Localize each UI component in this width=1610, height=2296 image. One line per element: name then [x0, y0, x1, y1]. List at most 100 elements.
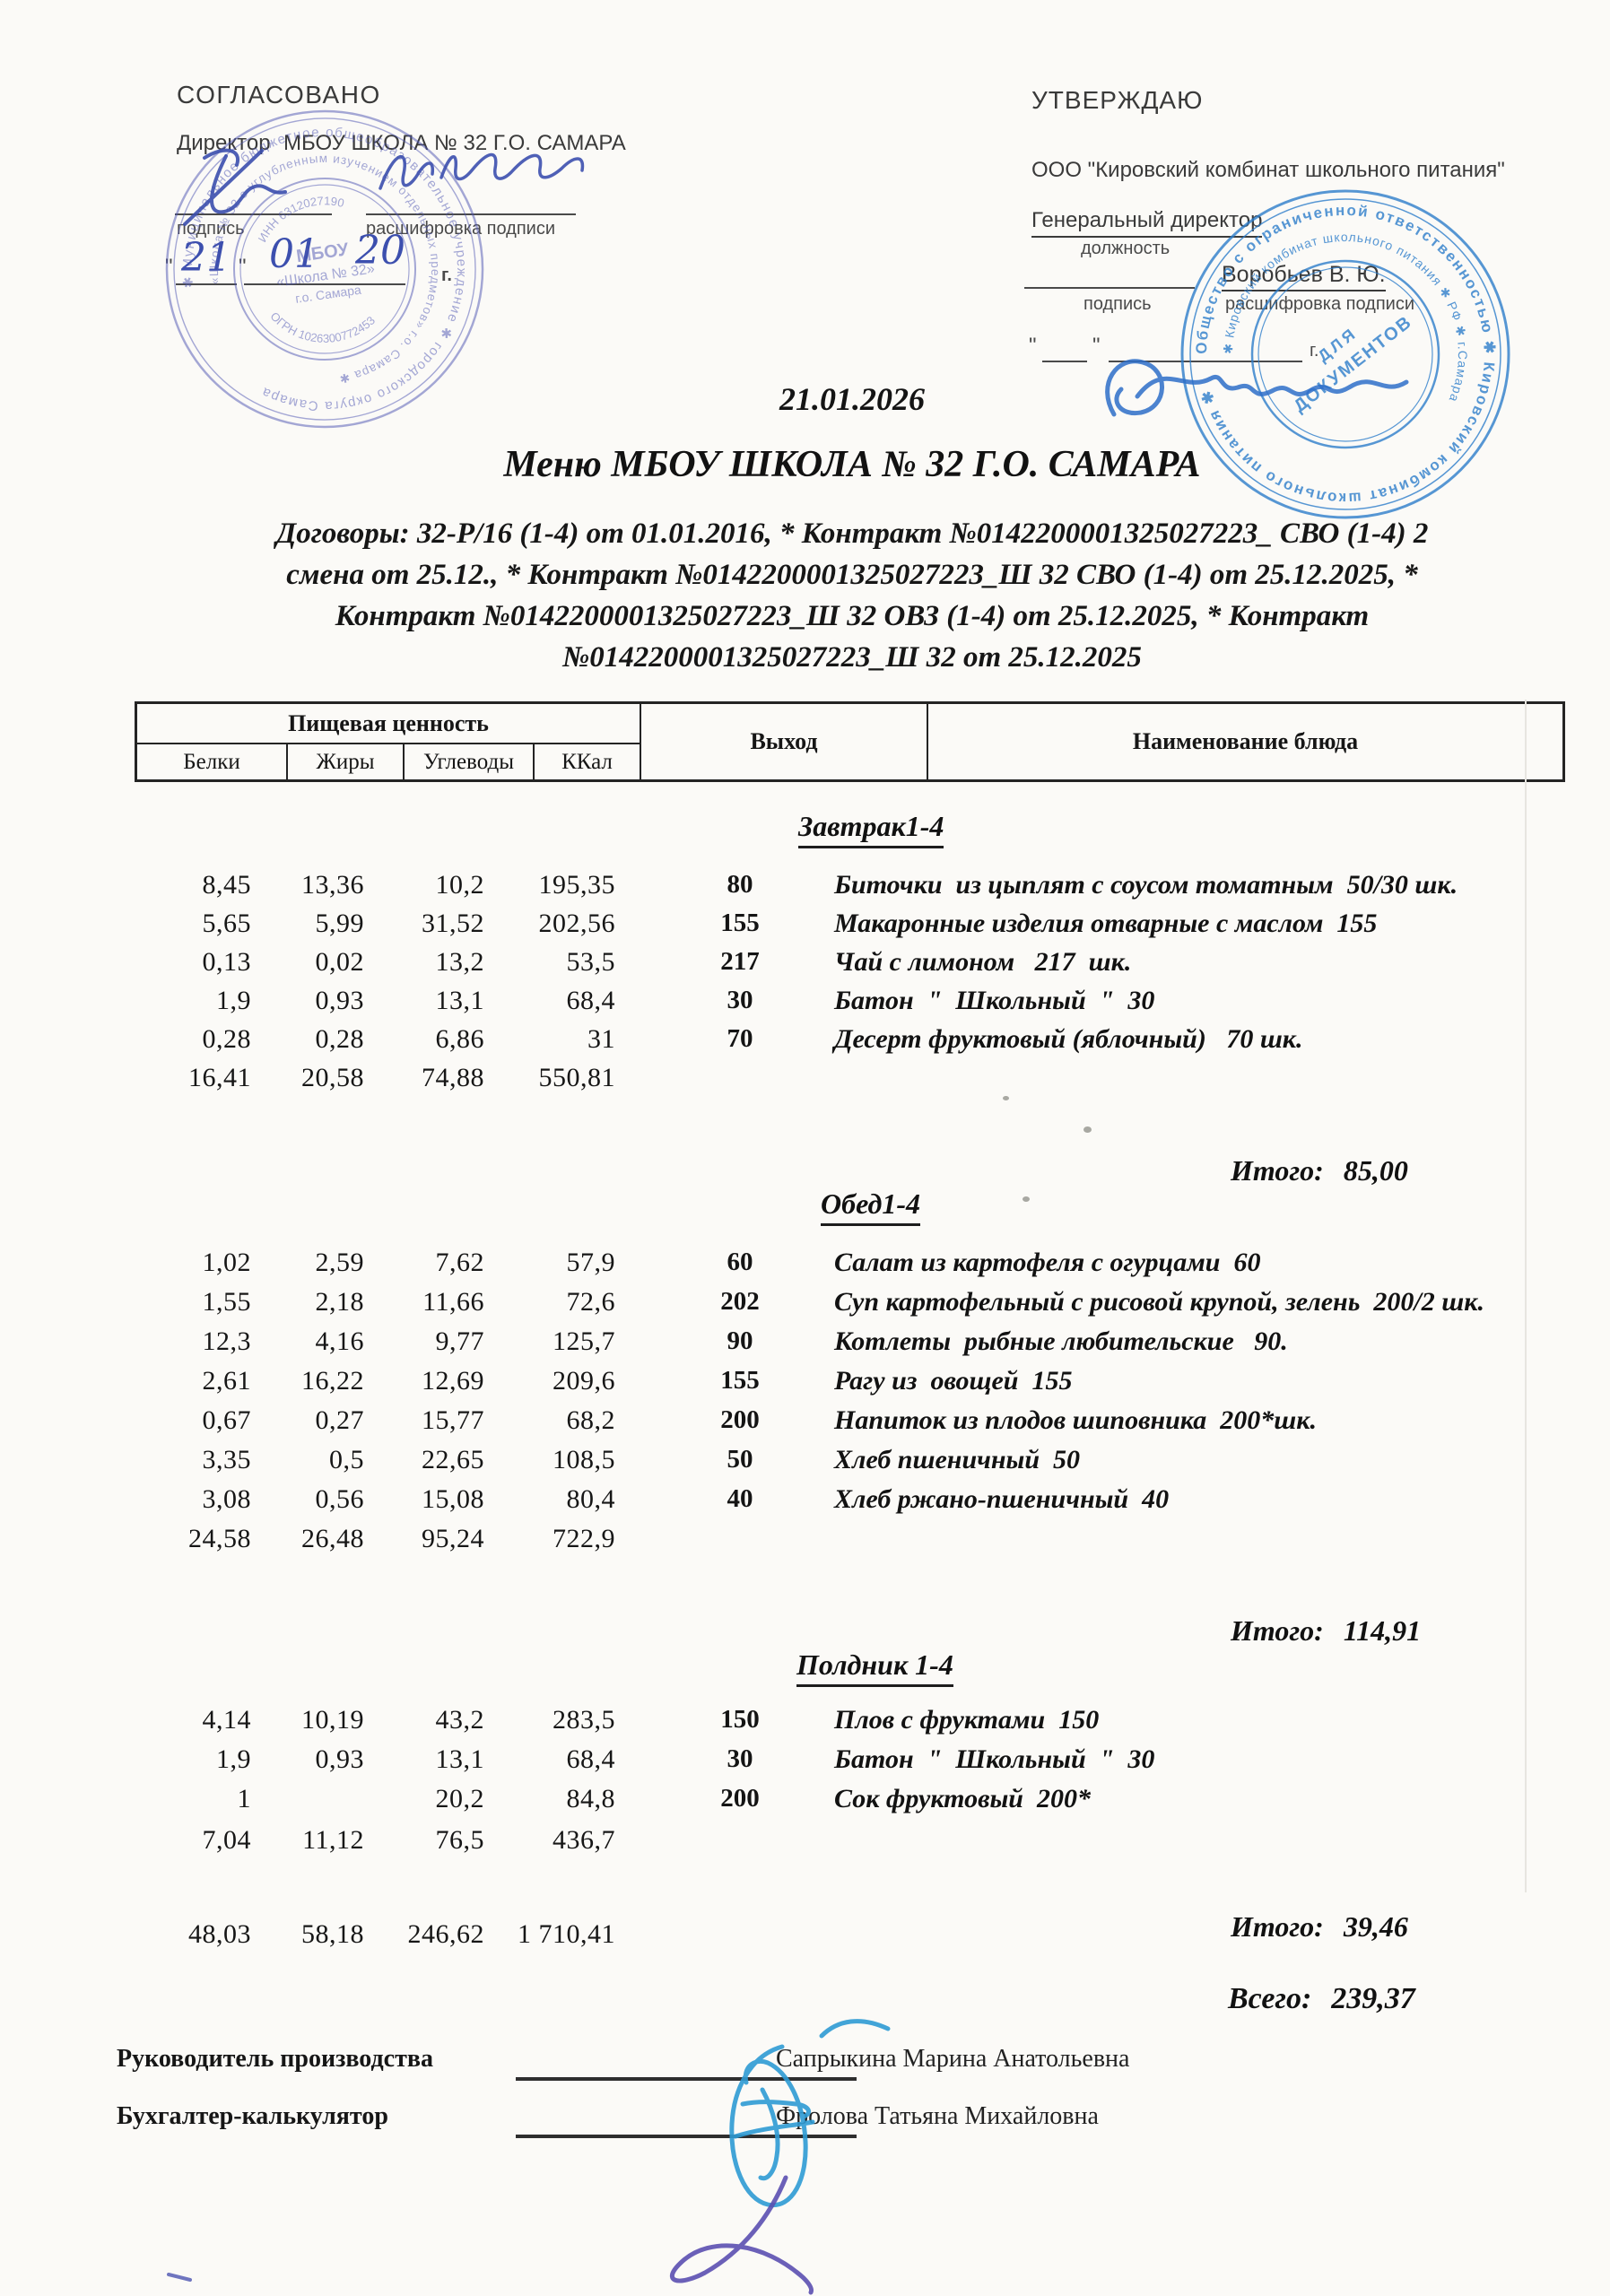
- dish-column-header: Наименование блюда: [928, 704, 1562, 779]
- director-organization: МБОУ ШКОЛА № 32 Г.О. САМАРА: [283, 131, 626, 155]
- decode-caption: расшифровка подписи: [1225, 294, 1415, 314]
- menu-row: 3,08 0,56 15,08 80,4 40 Хлеб ржано-пшеничный …: [0, 1484, 1610, 1522]
- sign-caption: подпись: [1083, 294, 1152, 314]
- fat-value: 5,99: [315, 909, 364, 938]
- total-value: 85,00: [1343, 1154, 1408, 1187]
- protein-subtotal: 24,58: [188, 1524, 251, 1553]
- menu-row: 1,02 2,59 7,62 57,9 60 Салат из картофеля с о…: [0, 1248, 1610, 1285]
- carbs-value: 20,2: [435, 1784, 484, 1813]
- kcal-value: 57,9: [566, 1248, 615, 1277]
- protein-subtotal: 16,41: [188, 1063, 251, 1092]
- kcal-value: 53,5: [566, 947, 615, 977]
- dish-name: Батон " Школьный " 30: [834, 986, 1155, 1015]
- nutrition-header-label: Пищевая ценность: [288, 709, 489, 736]
- contract-line: Договоры: 32-Р/16 (1-4) от 01.01.2016, *…: [275, 517, 1429, 550]
- fat-value: 0,02: [315, 947, 364, 977]
- signature-line: [175, 213, 332, 215]
- contracts-paragraph: Договоры: 32-Р/16 (1-4) от 01.01.2016, *…: [99, 513, 1606, 678]
- menu-row: 1,55 2,18 11,66 72,6 202 Суп картофельный с р…: [0, 1287, 1610, 1325]
- fat-value: 13,36: [301, 870, 364, 900]
- scan-speck: [1023, 1196, 1030, 1202]
- yield-value: 150: [720, 1705, 760, 1734]
- accountant-role: Бухгалтер-калькулятор: [117, 2102, 388, 2130]
- fat-value: 0,56: [315, 1484, 364, 1514]
- accountant-name: Фролова Татьяна Михайловна: [776, 2102, 1099, 2130]
- menu-row: 8,45 13,36 10,2 195,35 80 Биточки из цыплят с…: [0, 870, 1610, 908]
- fat-grand-total: 58,18: [301, 1919, 364, 1949]
- carbs-value: 15,08: [422, 1484, 484, 1514]
- carbs-value: 9,77: [435, 1326, 484, 1356]
- menu-row: 1,9 0,93 13,1 68,4 30 Батон " Школьный " 30: [0, 986, 1610, 1023]
- signature-line: [516, 2077, 857, 2081]
- kcal-value: 80,4: [566, 1484, 615, 1514]
- yield-value: 202: [720, 1287, 760, 1316]
- yield-value: 70: [727, 1024, 753, 1053]
- yield-value: 90: [727, 1326, 753, 1355]
- carbs-subtotal: 74,88: [422, 1063, 484, 1092]
- carbs-value: 7,62: [435, 1248, 484, 1277]
- menu-row: 12,3 4,16 9,77 125,7 90 Котлеты рыбные любите…: [0, 1326, 1610, 1364]
- total-value: 114,91: [1343, 1614, 1422, 1647]
- subtotal-row: 24,58 26,48 95,24 722,9: [0, 1524, 1610, 1561]
- menu-row: 0,28 0,28 6,86 31 70 Десерт фруктовый (яблочн…: [0, 1024, 1610, 1062]
- ink-mark: [167, 2273, 192, 2282]
- fat-subtotal: 26,48: [301, 1524, 364, 1553]
- kcal-value: 202,56: [538, 909, 615, 938]
- kcal-value: 68,4: [566, 986, 615, 1015]
- signature-line: [1024, 287, 1195, 289]
- yield-value: 40: [727, 1484, 753, 1513]
- kcal-value: 68,4: [566, 1744, 615, 1774]
- director-label: Директор: [177, 131, 271, 155]
- production-manager-role: Руководитель производства: [117, 2045, 433, 2073]
- subtotal-row: 16,41 20,58 74,88 550,81: [0, 1063, 1610, 1100]
- kcal-value: 84,8: [566, 1784, 615, 1813]
- yield-value: 155: [720, 1366, 760, 1395]
- date-close-quote: ": [239, 255, 247, 279]
- grand-total-value: 239,37: [1331, 1982, 1415, 2015]
- kcal-grand-total: 1 710,41: [518, 1919, 615, 1949]
- protein-value: 1: [237, 1784, 251, 1813]
- date-day-line: [1042, 361, 1087, 362]
- year-suffix: г.: [441, 265, 452, 285]
- dish-name: Макаронные изделия отварные с маслом 155: [834, 909, 1378, 938]
- handwritten-year: 20: [355, 228, 405, 274]
- date-open-quote: ": [165, 255, 173, 279]
- fat-value: 4,16: [315, 1326, 364, 1356]
- handwritten-month: 01: [269, 231, 319, 277]
- carbs-subtotal: 76,5: [435, 1825, 484, 1855]
- protein-value: 0,67: [202, 1405, 251, 1435]
- date-year-line: [1109, 361, 1302, 362]
- carbs-value: 15,77: [422, 1405, 484, 1435]
- decode-value: Воробьев В. Ю.: [1222, 262, 1386, 291]
- dish-name: Сок фруктовый 200*: [834, 1784, 1091, 1813]
- stamp-ogrn-text: ОГРН 1026300772453: [266, 296, 379, 353]
- menu-row: 1 20,2 84,8 200 Сок фруктовый 200*: [0, 1784, 1610, 1822]
- menu-row: 2,61 16,22 12,69 209,6 155 Рагу из овощей 155: [0, 1366, 1610, 1404]
- company-name: ООО "Кировский комбинат школьного питани…: [1031, 158, 1505, 182]
- signature-decode-line: [366, 213, 576, 215]
- date-close-quote: ": [1092, 334, 1101, 358]
- kcal-label: ККал: [561, 749, 613, 774]
- section-title-lunch: Обед1-4: [821, 1187, 921, 1226]
- fat-label: Жиры: [316, 749, 375, 774]
- fat-value: 16,22: [301, 1366, 364, 1396]
- snack-total: Итого: 39,46: [1202, 1877, 1408, 1977]
- stamp-mid-ring-text: ✱ Кировский комбинат школьного питания ✱…: [1221, 230, 1469, 404]
- fat-value: 0,93: [315, 986, 364, 1015]
- protein-value: 1,55: [202, 1287, 251, 1317]
- breakfast-total: Итого: 85,00: [1202, 1121, 1408, 1221]
- yield-value: 200: [720, 1405, 760, 1434]
- fat-value: 0,27: [315, 1405, 364, 1435]
- protein-value: 0,13: [202, 947, 251, 977]
- kcal-value: 68,2: [566, 1405, 615, 1435]
- approve-label: УТВЕРЖДАЮ: [1031, 86, 1204, 114]
- carbs-column-header: Углеводы: [405, 744, 535, 779]
- year-suffix: г.: [1310, 341, 1319, 361]
- dish-name: Плов с фруктами 150: [834, 1705, 1100, 1735]
- kcal-value: 125,7: [553, 1326, 615, 1356]
- dish-name: Десерт фруктовый (яблочный) 70 шк.: [834, 1024, 1303, 1054]
- contract-line: Контракт №0142200001325027223_Ш 32 ОВЗ (…: [335, 600, 1370, 632]
- kcal-column-header: ККал: [535, 744, 641, 779]
- date-open-quote: ": [1029, 334, 1037, 358]
